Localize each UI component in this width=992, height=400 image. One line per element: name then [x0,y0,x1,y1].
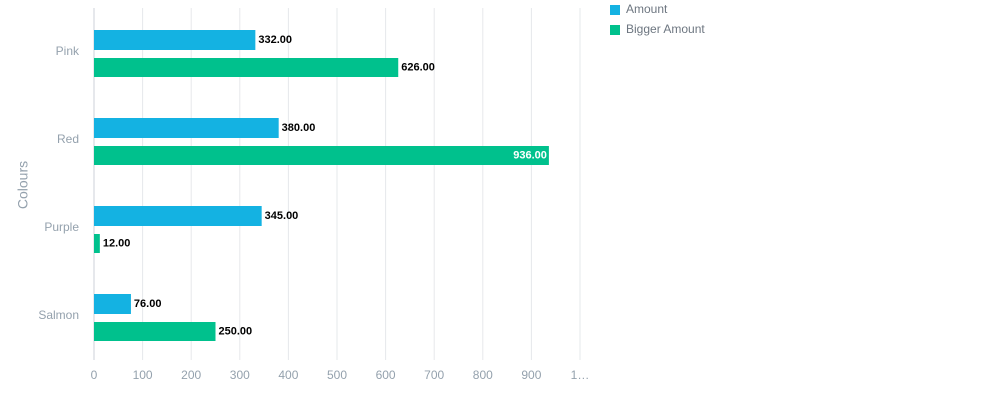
bar [94,118,279,138]
x-tick-label: 100 [133,368,153,382]
value-label: 936.00 [513,149,547,161]
value-label: 345.00 [265,210,299,222]
bar [94,58,399,77]
x-tick-label: 300 [230,368,250,382]
value-label: 76.00 [134,298,162,310]
y-tick-label: Purple [44,220,79,234]
legend-label: Bigger Amount [626,22,705,36]
legend-swatch [610,25,620,35]
x-tick-label: 0 [91,368,98,382]
y-axis-title: Colours [15,161,31,209]
value-label: 12.00 [103,237,131,249]
x-tick-label: 600 [376,368,396,382]
x-tick-label: 400 [278,368,298,382]
bar [94,30,256,50]
x-tick-label: 200 [181,368,201,382]
y-tick-label: Salmon [38,308,79,322]
bar [94,294,131,314]
x-tick-label: 700 [424,368,444,382]
bar [94,322,216,341]
bar [94,146,549,165]
x-tick-label: 900 [521,368,541,382]
value-label: 250.00 [219,325,253,337]
bar [94,206,262,226]
value-label: 332.00 [258,34,292,46]
value-label: 626.00 [401,61,435,73]
y-tick-label: Red [57,132,79,146]
value-label: 380.00 [282,122,316,134]
x-tick-label: 800 [473,368,493,382]
x-tick-label: 500 [327,368,347,382]
y-tick-label: Pink [56,44,80,58]
x-tick-label: 1… [571,368,590,382]
legend-swatch [610,5,620,15]
bar [94,234,100,253]
legend-label: Amount [626,2,668,16]
